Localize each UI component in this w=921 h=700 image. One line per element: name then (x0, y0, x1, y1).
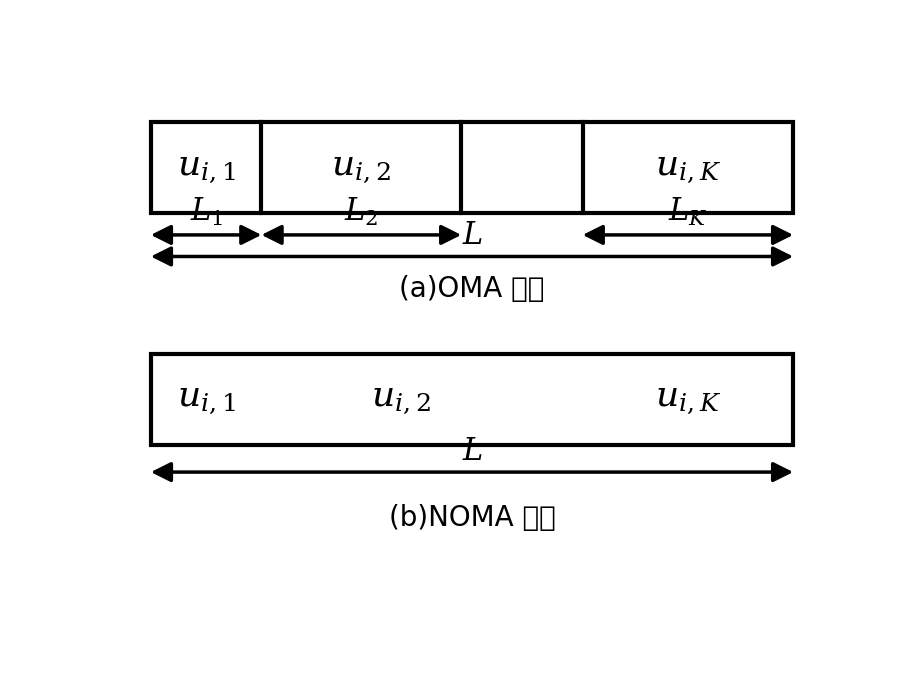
Text: $\mathit{u}_{i,K}$: $\mathit{u}_{i,K}$ (655, 150, 721, 185)
Text: $L_K$: $L_K$ (669, 196, 708, 228)
Text: $L$: $L$ (461, 437, 483, 466)
Text: $L_2$: $L_2$ (344, 196, 379, 228)
Text: $\mathit{u}_{i,1}$: $\mathit{u}_{i,1}$ (177, 382, 236, 416)
Text: $\mathit{u}_{i,1}$: $\mathit{u}_{i,1}$ (177, 150, 236, 185)
Bar (151, 354, 793, 445)
Text: $L_1$: $L_1$ (190, 196, 223, 228)
Text: $\mathit{u}_{i,2}$: $\mathit{u}_{i,2}$ (332, 150, 391, 185)
Text: $L$: $L$ (461, 221, 483, 250)
Text: (a)OMA 传输: (a)OMA 传输 (400, 275, 544, 303)
Text: $\mathit{u}_{i,2}$: $\mathit{u}_{i,2}$ (371, 382, 430, 416)
Text: (b)NOMA 传输: (b)NOMA 传输 (389, 504, 555, 532)
Text: $\mathit{u}_{i,K}$: $\mathit{u}_{i,K}$ (655, 382, 721, 416)
Bar (151, 122, 793, 214)
